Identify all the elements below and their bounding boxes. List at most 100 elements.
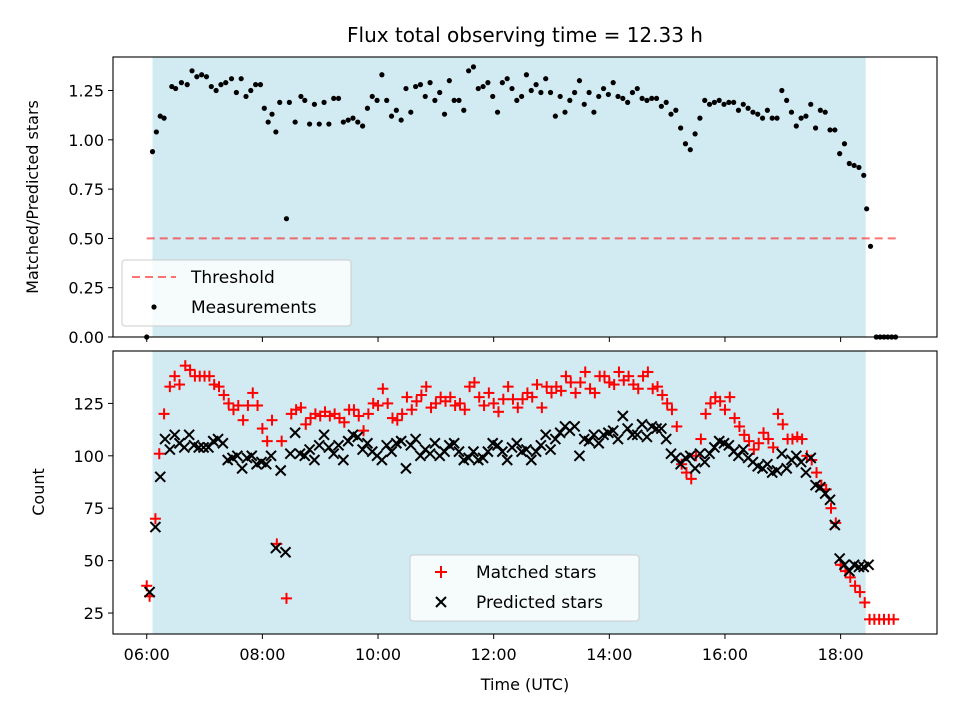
predicted-stars-point (462, 452, 475, 464)
predicted-stars-point (641, 431, 653, 443)
measurement-point (658, 103, 664, 109)
y-tick-label: 0.25 (68, 279, 104, 298)
matched-stars-point (280, 592, 292, 604)
measurement-point (504, 76, 510, 82)
measurement-point (273, 129, 279, 135)
top-y-axis-label: Matched/Predicted stars (23, 100, 42, 294)
y-tick-label: 0.00 (68, 328, 104, 347)
matched-stars-point (406, 404, 418, 416)
matched-stars-point (473, 391, 485, 403)
predicted-stars-point (540, 429, 552, 441)
predicted-stars-point (689, 462, 701, 475)
measurement-point (248, 87, 254, 94)
y-tick-label: 75 (84, 499, 104, 518)
matched-stars-point (478, 400, 490, 412)
predicted-stars-point (303, 443, 316, 456)
measurement-point (678, 125, 684, 131)
measurement-point (218, 82, 224, 88)
predicted-stars-point (544, 443, 557, 456)
measurement-point (243, 93, 249, 100)
predicted-stars-point (525, 454, 537, 466)
predicted-stars-point (776, 448, 788, 460)
measurement-point (625, 99, 631, 105)
measurement-point (228, 76, 235, 82)
predicted-stars-point (824, 494, 836, 506)
matched-stars-point (261, 435, 273, 447)
measurement-point (692, 131, 698, 137)
matched-stars-point (652, 381, 664, 393)
measurement-point (233, 89, 239, 96)
measurement-point (543, 76, 549, 82)
measurement-point (208, 83, 214, 90)
predicted-stars-point (246, 450, 258, 462)
predicted-stars-point (477, 452, 489, 464)
predicted-stars-point (496, 445, 509, 458)
measurement-point (509, 85, 515, 92)
matched-stars-point (791, 431, 803, 443)
matched-stars-point (811, 467, 823, 479)
bottom-y-axis-ticks: 25 50 75 100 125 (73, 394, 113, 623)
predicted-stars-point (708, 441, 721, 454)
measurement-point (639, 95, 645, 102)
measurement-point (369, 93, 375, 100)
measurement-point (441, 111, 448, 117)
measurement-point (716, 97, 722, 103)
matched-stars-point (276, 435, 288, 447)
matched-stars-point (642, 366, 654, 378)
predicted-stars-point (723, 439, 735, 452)
measurement-point (793, 123, 799, 129)
y-tick-label: 125 (73, 394, 104, 413)
measurement-point (788, 109, 795, 115)
predicted-stars-point (800, 466, 812, 479)
predicted-stars-point (308, 454, 321, 466)
predicted-stars-point (549, 433, 562, 445)
measurement-point (562, 109, 568, 115)
x-tick-label: 06:00 (124, 645, 170, 664)
x-tick-label: 14:00 (586, 645, 632, 664)
predicted-stars-point (617, 410, 629, 422)
measurement-point (731, 99, 737, 105)
matched-stars-point (738, 429, 750, 441)
predicted-stars-point (260, 458, 272, 470)
predicted-stars-point (790, 450, 803, 462)
predicted-stars-point (491, 439, 504, 452)
x-tick-label: 12:00 (471, 645, 517, 664)
predicted-stars-point (284, 448, 297, 460)
predicted-stars-point (853, 561, 865, 573)
matched-stars-point (295, 402, 307, 414)
measurement-point (184, 82, 190, 88)
measurement-point (528, 87, 534, 94)
measurement-point (321, 99, 327, 105)
matched-stars-point (647, 383, 659, 395)
measurement-point (576, 78, 583, 84)
measurement-point (360, 123, 366, 129)
measurement-point (726, 99, 732, 105)
top-x-axis-ticks (146, 337, 842, 342)
measurement-point (345, 117, 351, 123)
measurement-point (499, 80, 505, 86)
matched-stars-point (705, 397, 717, 409)
measurement-point (750, 109, 756, 115)
x-tick-label: 10:00 (355, 645, 401, 664)
matched-stars-point (854, 586, 866, 598)
measurement-point (432, 97, 438, 103)
matched-stars-point (415, 389, 427, 401)
matched-stars-point (859, 597, 871, 609)
measurement-point (257, 82, 264, 88)
predicted-stars-point (650, 422, 663, 435)
legend-matched-swatch (435, 566, 447, 578)
measurement-point (427, 80, 433, 86)
predicted-stars-point (511, 437, 523, 449)
measurement-point (861, 172, 867, 178)
matched-stars-point (449, 400, 461, 412)
measurement-point (572, 89, 578, 96)
predicted-stars-point (573, 450, 586, 462)
measurement-point (735, 107, 742, 113)
predicted-stars-point (520, 443, 533, 456)
bottom-y-axis-label: Count (29, 468, 48, 516)
measurement-point (841, 141, 848, 147)
predicted-stars-point (843, 565, 856, 577)
y-tick-label: 50 (84, 552, 104, 571)
measurement-point (350, 115, 356, 121)
measurement-point (480, 83, 486, 90)
